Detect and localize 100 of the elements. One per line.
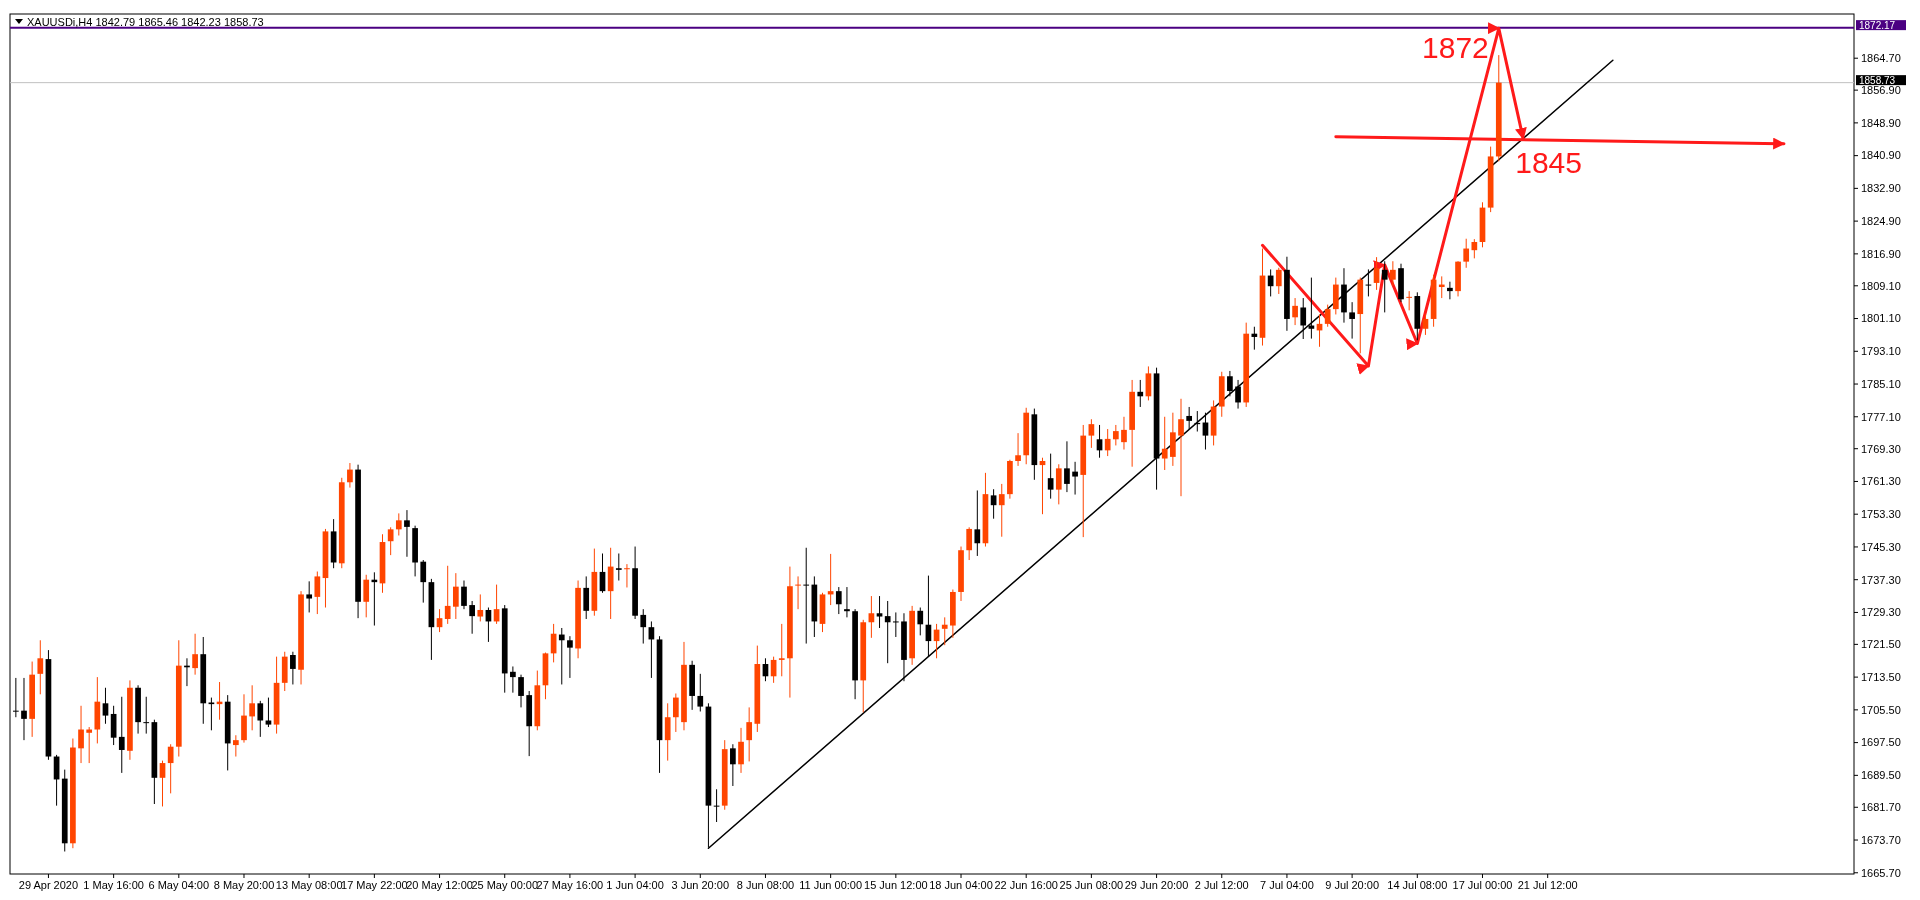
y-tick-label: 1801.10 [1861,312,1901,325]
x-tick-label: 2 Jul 12:00 [1194,879,1249,891]
candlestick [363,574,370,618]
candlestick [233,734,239,758]
y-tick-label: 1785.10 [1861,377,1901,390]
y-tick-label: 1729.30 [1861,606,1901,619]
candlestick [640,608,647,645]
candlestick [730,743,736,787]
y-tick-label: 1745.30 [1861,540,1901,553]
candlestick [558,627,565,685]
candlestick [941,616,948,646]
candlestick [1178,398,1184,497]
candlestick [1112,424,1119,446]
candlestick [1308,277,1315,340]
x-tick-label: 9 Jul 20:00 [1325,879,1380,891]
x-tick-label: 7 Jul 04:00 [1260,879,1314,891]
candlestick [697,673,704,712]
x-tick-label: 14 Jul 08:00 [1387,879,1448,891]
candlestick [778,623,785,677]
x-tick-label: 3 Jun 20:00 [671,879,730,891]
x-tick-label: 21 Jul 12:00 [1517,879,1578,891]
candlestick [1227,370,1233,397]
candlestick [738,727,744,774]
y-tick-label: 1705.50 [1861,703,1901,716]
y-tick-label: 1665.70 [1861,866,1901,879]
candlestick [21,677,27,741]
candlestick [86,726,93,764]
candlestick [102,687,109,725]
candlestick [827,553,834,606]
candlestick [249,684,255,731]
ref-line-label: 1872.17 [1859,19,1896,31]
candlestick [917,607,924,636]
candlestick [1324,304,1331,328]
x-tick-label: 13 May 08:00 [275,879,343,891]
candlestick [966,526,973,561]
candlestick [208,697,215,731]
annotation: 1872 [1422,31,1489,65]
candlestick [1390,260,1396,287]
candlestick [192,633,198,676]
candlestick [1047,453,1054,500]
y-tick-label: 1809.10 [1861,279,1901,292]
candlestick [143,696,150,735]
candlestick [1137,379,1144,408]
candlestick [1275,267,1282,295]
x-tick-label: 20 May 12:00 [406,879,473,891]
y-tick-label: 1816.90 [1861,247,1901,260]
y-tick-label: 1689.50 [1861,769,1901,782]
candlestick [257,700,264,738]
y-tick-label: 1721.50 [1861,638,1901,651]
candlestick [167,743,174,794]
y-tick-label: 1832.90 [1861,182,1901,195]
candlestick [1292,297,1298,326]
x-tick-label: 15 Jun 12:00 [864,879,928,891]
x-tick-label: 17 Jul 00:00 [1452,879,1513,891]
candlestick [1251,326,1258,351]
candlestick [461,580,467,610]
candlestick [1088,418,1095,449]
candlestick [1463,238,1470,269]
y-tick-label: 1713.50 [1861,670,1901,683]
x-tick-label: 11 Jun 00:00 [799,879,863,891]
candlestick [835,586,842,615]
candlestick [1349,301,1355,340]
x-tick-label: 29 Apr 2020 [18,879,79,891]
candlestick [306,580,313,613]
candlestick [1406,290,1413,311]
candlestick [395,512,402,536]
y-tick-label: 1840.90 [1861,149,1901,162]
candlestick [387,526,394,556]
x-tick-label: 6 May 04:00 [148,879,210,891]
candlestick [876,595,883,629]
x-tick-label: 1 May 16:00 [83,879,144,891]
candlestick [1381,260,1388,313]
candlestick [615,553,622,582]
y-tick-label: 1753.30 [1861,508,1901,521]
candlestick [1064,440,1070,493]
candlestick [892,611,899,638]
candlestick [803,547,810,645]
candlestick [1161,416,1168,471]
candlestick [844,586,850,618]
y-tick-label: 1681.70 [1861,801,1901,814]
candlestick [469,600,475,635]
candlestick [583,575,590,620]
annotation: 1845 [1515,145,1582,179]
candlestick [477,593,484,622]
candlestick [746,706,753,762]
candlestick [1072,461,1078,496]
y-tick-label: 1856.90 [1861,83,1901,96]
y-tick-label: 1697.50 [1861,736,1901,749]
candlestick [664,702,671,762]
x-tick-label: 25 May 00:00 [471,879,539,891]
candlestick [347,462,353,489]
y-tick-label: 1737.30 [1861,573,1901,586]
candlestick [1471,238,1478,259]
x-tick-label: 29 Jun 20:00 [1124,879,1189,891]
y-tick-label: 1769.30 [1861,442,1901,455]
y-tick-label: 1777.10 [1861,410,1901,423]
candlestick [1104,428,1111,457]
candlestick [444,565,451,625]
candlestick [452,572,459,620]
candlestick [314,571,321,615]
